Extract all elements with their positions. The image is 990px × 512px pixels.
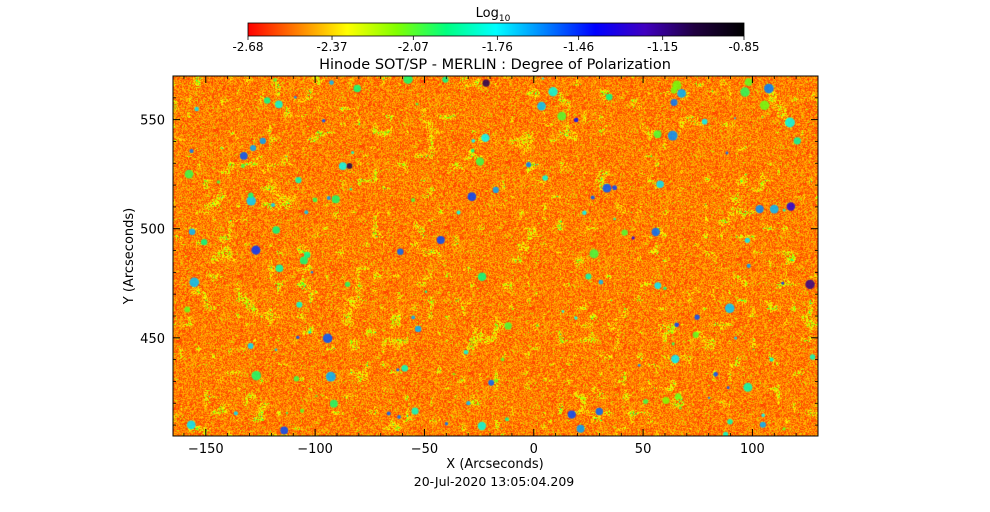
colorbar-tick-label: -1.76 xyxy=(482,40,513,54)
y-tick-label: 500 xyxy=(140,223,165,238)
x-tick-label: 100 xyxy=(740,442,765,457)
x-axis-ticks: −150 −100 −50 0 50 100 xyxy=(183,76,819,457)
colorbar-tick-label: -2.37 xyxy=(316,40,347,54)
y-tick-label: 450 xyxy=(140,332,165,347)
colorbar-tick-label: -1.15 xyxy=(647,40,678,54)
colorbar-label: Log10 xyxy=(476,6,511,24)
x-tick-label: 0 xyxy=(530,442,538,457)
colorbar-tick-label: -2.07 xyxy=(398,40,429,54)
x-tick-label: 50 xyxy=(635,442,652,457)
timestamp: 20-Jul-2020 13:05:04.209 xyxy=(414,474,575,489)
y-tick-label: 550 xyxy=(140,114,165,129)
x-tick-label: −50 xyxy=(411,442,438,457)
colorbar: Log10 -2.68 -2.37 -2.07 -1.76 -1.46 -1.15 -0.8… xyxy=(232,6,759,54)
colorbar-ticks: -2.68 -2.37 -2.07 -1.76 -1.46 -1.15 -0.85 xyxy=(232,36,760,54)
chart-title: Hinode SOT/SP - MERLIN : Degree of Polar… xyxy=(319,57,671,73)
x-axis-label: X (Arcseconds) xyxy=(446,457,543,472)
colorbar-gradient xyxy=(247,22,745,37)
heatmap-area xyxy=(172,75,819,437)
x-tick-label: −150 xyxy=(188,442,224,457)
plot-frame xyxy=(172,75,819,437)
colorbar-tick-label: -2.68 xyxy=(232,40,263,54)
colorbar-tick-label: -0.85 xyxy=(728,40,759,54)
x-tick-label: −100 xyxy=(297,442,333,457)
y-axis-ticks: 450 500 550 xyxy=(140,75,818,426)
colorbar-tick-label: -1.46 xyxy=(563,40,594,54)
y-axis-label: Y (Arcseconds) xyxy=(122,208,137,305)
heatmap-image xyxy=(173,76,818,436)
